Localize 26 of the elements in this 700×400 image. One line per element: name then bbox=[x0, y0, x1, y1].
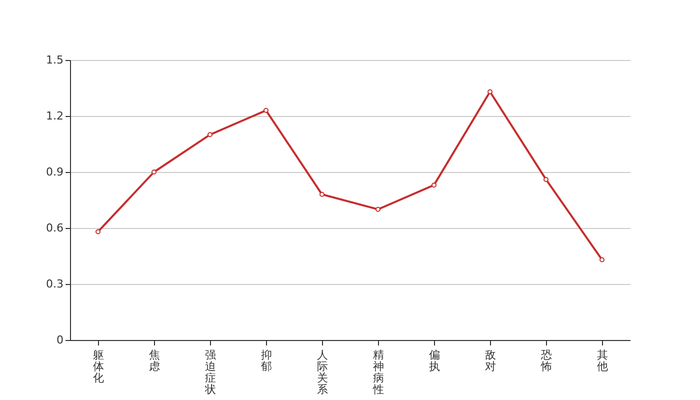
x-tick-label: 其他 bbox=[597, 348, 608, 373]
y-tick-label: 0.9 bbox=[46, 166, 64, 178]
y-tick-label: 0 bbox=[56, 334, 64, 346]
x-tick-label: 敌对 bbox=[485, 348, 496, 373]
x-tick-label: 焦虑 bbox=[149, 348, 160, 373]
y-tick-label: 1.5 bbox=[46, 54, 64, 66]
point bbox=[376, 206, 380, 212]
x-tick-label: 强迫症状 bbox=[204, 348, 216, 396]
x-tick-label: 躯体化 bbox=[93, 348, 104, 384]
y-tick-label: 0.3 bbox=[46, 278, 64, 290]
x-tick-label: 恐怖 bbox=[540, 348, 552, 373]
point bbox=[544, 176, 548, 182]
y-tick-label: 1.2 bbox=[46, 110, 64, 122]
point bbox=[152, 170, 156, 174]
x-tick-label: 精神病性 bbox=[372, 348, 384, 396]
point bbox=[264, 108, 268, 113]
x-tick-label: 人际关系 bbox=[317, 348, 328, 396]
point bbox=[96, 229, 100, 234]
point bbox=[488, 89, 492, 94]
x-tick-label: 抑郁 bbox=[261, 348, 272, 373]
point bbox=[432, 182, 436, 188]
point bbox=[208, 132, 212, 138]
point bbox=[320, 192, 324, 197]
x-tick-label: 偏执 bbox=[429, 348, 440, 373]
y-tick-label: 0.6 bbox=[46, 222, 64, 234]
point bbox=[600, 257, 604, 262]
